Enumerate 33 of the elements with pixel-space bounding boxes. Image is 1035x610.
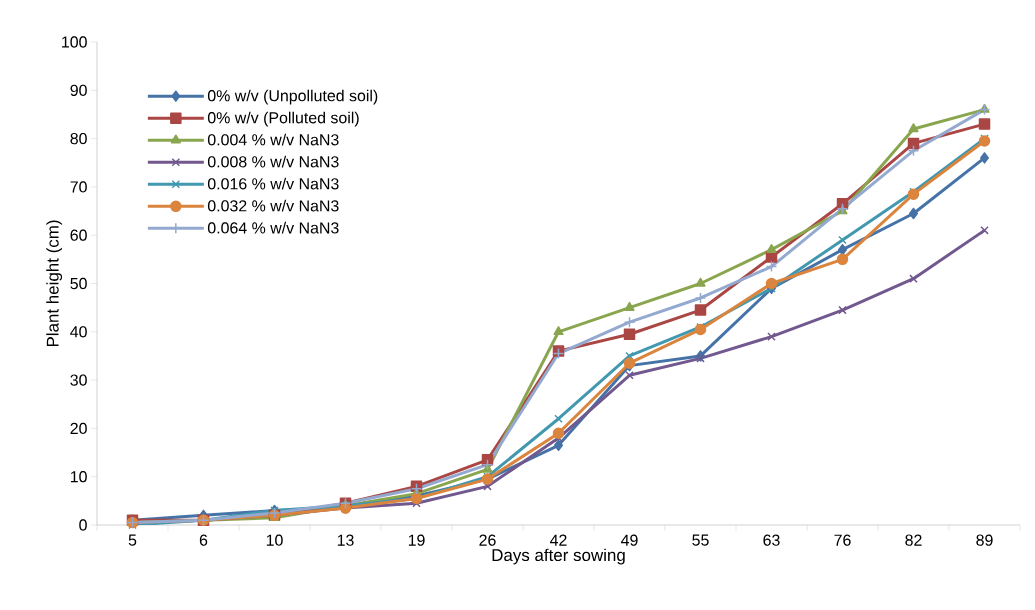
x-tick-label: 13 <box>337 534 354 546</box>
x-tick-label: 49 <box>621 534 638 546</box>
x-tick-label: 82 <box>905 534 922 546</box>
x-tick-label: 55 <box>692 534 709 546</box>
y-tick-label: 90 <box>70 84 87 96</box>
y-tick-label: 80 <box>70 132 87 145</box>
legend-label: 0.064 % w/v NaN3 <box>207 221 339 234</box>
y-tick-label: 70 <box>70 181 87 193</box>
y-tick-label: 10 <box>70 471 87 483</box>
legend-label: 0.016 % w/v NaN3 <box>207 177 339 190</box>
x-tick-label: 42 <box>550 534 567 546</box>
x-tick-label: 10 <box>266 534 283 546</box>
legend-label: 0% w/v (Unpolluted soil) <box>207 89 378 105</box>
y-tick-label: 50 <box>70 277 87 290</box>
x-tick-label: 6 <box>199 534 208 546</box>
y-tick-label: 20 <box>70 422 87 435</box>
legend-label: 0.032 % w/v NaN3 <box>207 199 339 212</box>
y-tick-label: 30 <box>70 374 87 386</box>
x-tick-label: 5 <box>128 534 137 546</box>
x-tick-label: 26 <box>479 534 496 546</box>
x-tick-label: 89 <box>976 534 993 546</box>
y-tick-label: 60 <box>70 229 87 241</box>
x-tick-label: 19 <box>408 534 425 546</box>
legend-label: 0% w/v (Polluted soil) <box>207 111 359 127</box>
x-tick-label: 76 <box>834 534 851 546</box>
y-tick-label: 0 <box>79 519 87 531</box>
x-tick-label: 63 <box>763 534 780 546</box>
legend-label: 0.008 % w/v NaN3 <box>207 155 339 168</box>
legend-label: 0.004 % w/v NaN3 <box>207 133 339 146</box>
x-axis-title: Days after sowing <box>492 548 625 565</box>
y-tick-label: 40 <box>70 326 87 338</box>
y-axis-title: Plant height (cm) <box>46 220 63 347</box>
y-tick-label: 100 <box>62 36 87 48</box>
